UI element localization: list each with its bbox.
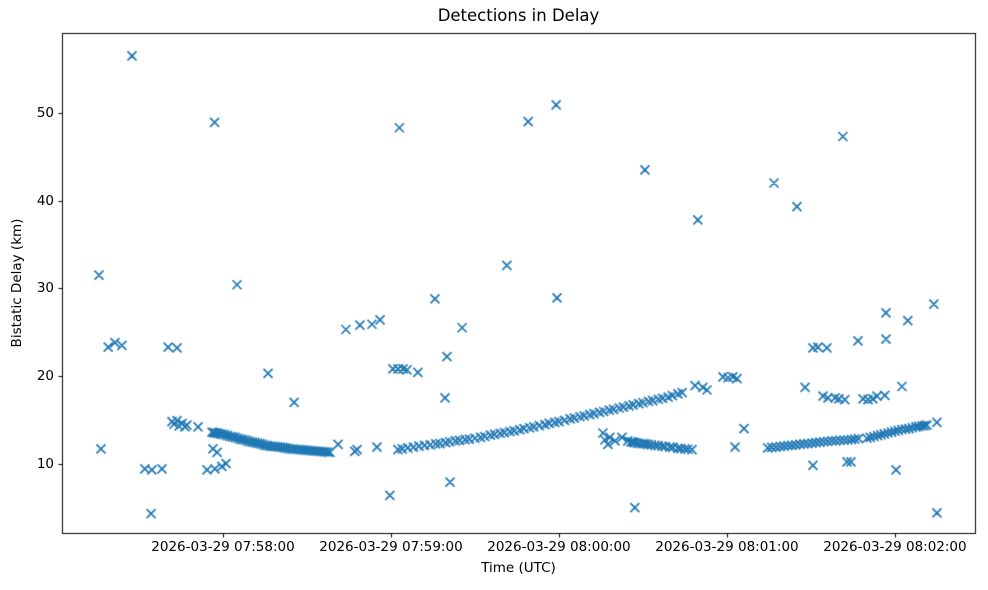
y-tick-label: 10	[36, 455, 54, 472]
y-tick-label: 40	[36, 192, 54, 209]
x-tick-label: 2026-03-29 07:59:00	[319, 539, 463, 555]
y-tick-label: 30	[36, 280, 54, 297]
x-tick-label: 2026-03-29 08:01:00	[655, 539, 799, 555]
x-tick-label: 2026-03-29 07:58:00	[151, 539, 295, 555]
x-tick-label: 2026-03-29 08:02:00	[823, 539, 967, 555]
x-tick-label: 2026-03-29 08:00:00	[487, 539, 631, 555]
y-tick-label: 50	[36, 104, 54, 121]
y-tick-label: 20	[36, 367, 54, 384]
x-axis-label: Time (UTC)	[481, 560, 556, 576]
chart-title: Detections in Delay	[437, 6, 600, 25]
